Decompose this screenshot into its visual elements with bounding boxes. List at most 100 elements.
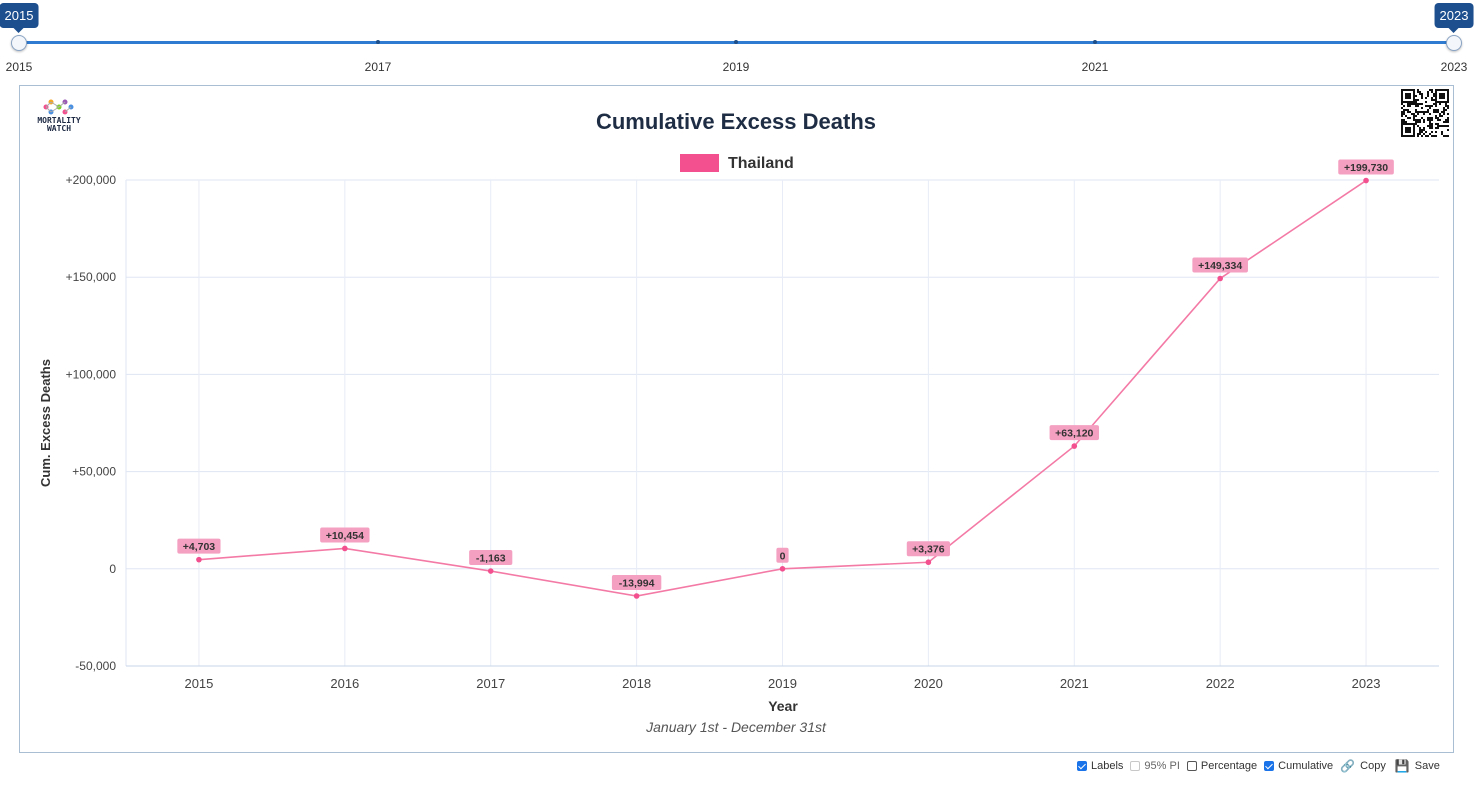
- data-point[interactable]: [925, 559, 932, 566]
- slider-tick-label: 2021: [1081, 60, 1109, 74]
- y-tick-label: +150,000: [66, 270, 117, 284]
- qr-module: [1403, 119, 1405, 121]
- copy-button[interactable]: 🔗 Copy: [1340, 759, 1386, 773]
- chart-container: MORTALITY WATCH: [19, 85, 1454, 753]
- qr-module: [1417, 111, 1419, 113]
- qr-module: [1415, 105, 1417, 107]
- qr-module: [1439, 113, 1441, 115]
- qr-module: [1431, 89, 1433, 91]
- qr-module: [1419, 127, 1421, 129]
- data-label-text: +3,376: [912, 544, 945, 556]
- qr-module: [1419, 121, 1421, 123]
- slider-tick-label: 2015: [5, 60, 33, 74]
- data-point[interactable]: [779, 566, 786, 572]
- slider-tick-label: 2019: [722, 60, 750, 74]
- pi-checkbox-box[interactable]: [1130, 761, 1141, 771]
- qr-finder-center: [1439, 93, 1445, 99]
- cumulative-checkbox-box[interactable]: [1264, 761, 1275, 771]
- qr-module: [1431, 99, 1433, 101]
- data-point[interactable]: [1363, 177, 1369, 184]
- qr-module: [1409, 111, 1411, 113]
- data-label-bg: [1049, 425, 1099, 441]
- x-tick-label: 2016: [330, 676, 359, 691]
- qr-module: [1415, 111, 1417, 113]
- qr-module: [1429, 89, 1431, 91]
- qr-module: [1445, 105, 1447, 107]
- labels-checkbox[interactable]: Labels: [1077, 760, 1123, 772]
- percentage-checkbox[interactable]: Percentage: [1186, 760, 1257, 772]
- data-label-text: -1,163: [476, 553, 506, 565]
- qr-module: [1433, 95, 1435, 97]
- qr-module: [1419, 133, 1421, 135]
- qr-module: [1425, 131, 1427, 133]
- qr-module: [1433, 99, 1435, 101]
- qr-module: [1415, 115, 1417, 117]
- qr-module: [1423, 111, 1425, 113]
- qr-module: [1429, 105, 1431, 107]
- qr-module: [1433, 103, 1435, 105]
- qr-module: [1441, 133, 1443, 135]
- qr-module: [1445, 103, 1447, 105]
- qr-module: [1419, 91, 1421, 93]
- qr-module: [1431, 119, 1433, 121]
- qr-module: [1417, 91, 1419, 93]
- qr-module: [1427, 105, 1429, 107]
- qr-module: [1435, 135, 1437, 137]
- pi-checkbox[interactable]: 95% PI: [1130, 760, 1180, 772]
- data-label: 0: [776, 547, 789, 563]
- qr-module: [1423, 133, 1425, 135]
- qr-module: [1437, 117, 1439, 119]
- qr-module: [1409, 105, 1411, 107]
- qr-module: [1431, 135, 1433, 137]
- qr-module: [1435, 103, 1437, 105]
- data-label-text: 0: [780, 550, 786, 562]
- qr-module: [1437, 123, 1439, 125]
- qr-code-icon: [1401, 89, 1449, 137]
- data-point[interactable]: [487, 568, 494, 574]
- qr-module: [1407, 105, 1409, 107]
- data-label-bg: [611, 575, 662, 591]
- qr-module: [1437, 125, 1439, 127]
- data-point[interactable]: [1071, 443, 1078, 449]
- qr-module: [1423, 121, 1425, 123]
- slider-start-handle[interactable]: [11, 35, 27, 51]
- data-point[interactable]: [1217, 275, 1223, 282]
- qr-module: [1425, 101, 1427, 103]
- qr-module: [1417, 103, 1419, 105]
- data-point[interactable]: [342, 545, 348, 552]
- qr-module: [1433, 135, 1435, 137]
- legend[interactable]: Thailand: [680, 154, 794, 172]
- legend-label-thailand: Thailand: [728, 155, 794, 172]
- year-range-slider[interactable]: 2015 2023 2015 2017 2019 2021 2023: [0, 0, 1483, 80]
- logo-text: MORTALITY WATCH: [37, 116, 81, 133]
- labels-checkbox-box[interactable]: [1077, 761, 1087, 771]
- data-point[interactable]: [633, 593, 640, 599]
- copy-link-icon: 🔗: [1340, 759, 1356, 773]
- data-label-bg: [320, 527, 370, 543]
- qr-module: [1427, 119, 1429, 121]
- qr-module: [1427, 93, 1429, 95]
- qr-module: [1419, 131, 1421, 133]
- x-tick-label: 2021: [1060, 676, 1089, 691]
- qr-module: [1411, 113, 1413, 115]
- data-label: +4,703: [177, 538, 221, 554]
- qr-module: [1447, 121, 1449, 123]
- slider-end-handle[interactable]: [1446, 35, 1462, 51]
- save-button[interactable]: 💾 Save: [1395, 759, 1440, 773]
- qr-module: [1439, 119, 1441, 121]
- qr-module: [1401, 121, 1403, 123]
- slider-dot: [734, 40, 738, 44]
- qr-module: [1437, 119, 1439, 121]
- cumulative-checkbox[interactable]: Cumulative: [1264, 760, 1333, 772]
- qr-module: [1435, 115, 1437, 117]
- qr-module: [1443, 111, 1445, 113]
- qr-module: [1435, 117, 1437, 119]
- data-point[interactable]: [196, 556, 202, 563]
- data-label-bg: [177, 538, 221, 554]
- y-axis-label: Cum. Excess Deaths: [38, 359, 53, 487]
- qr-module: [1403, 105, 1405, 107]
- qr-module: [1447, 129, 1449, 131]
- percentage-checkbox-box[interactable]: [1186, 761, 1197, 771]
- qr-module: [1417, 135, 1419, 137]
- logo-icon: [43, 99, 74, 115]
